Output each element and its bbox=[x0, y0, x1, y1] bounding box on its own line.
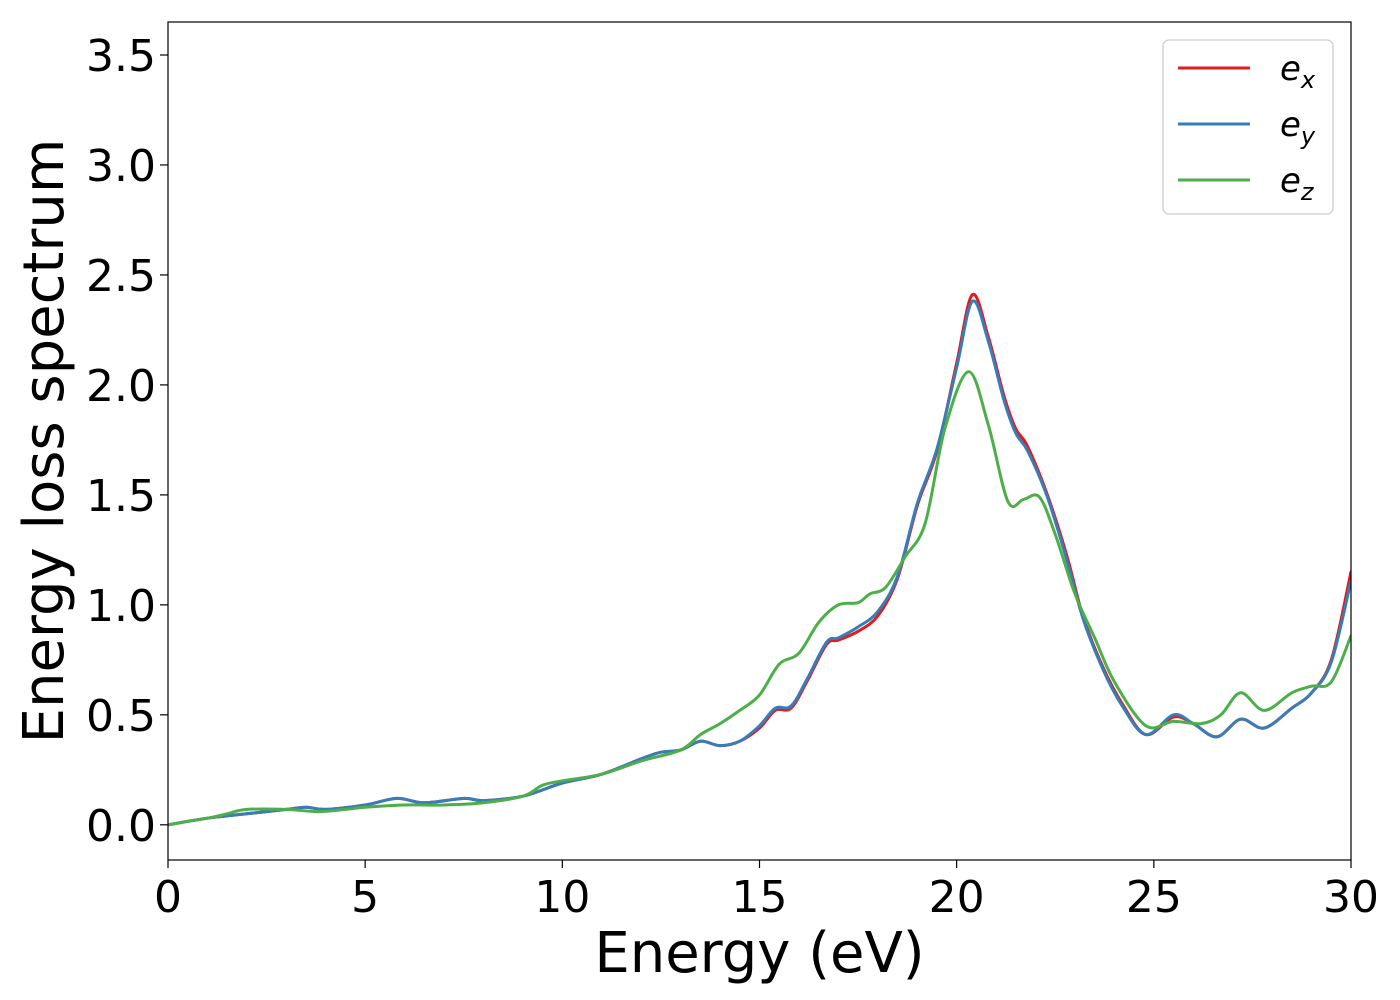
series-line-ez bbox=[168, 370, 1351, 827]
x-tick-label: 5 bbox=[351, 872, 379, 923]
series-line-ey bbox=[168, 299, 1351, 827]
x-tick-label: 0 bbox=[154, 872, 182, 923]
y-axis: 0.0 0.5 1.0 1.5 2.0 2.5 3.0 3.5 bbox=[86, 31, 168, 852]
x-tick-label: 25 bbox=[1126, 872, 1182, 923]
legend-label: ey bbox=[1280, 105, 1316, 150]
series-group bbox=[168, 293, 1351, 827]
legend: ex ey ez bbox=[1162, 39, 1334, 215]
y-tick-label: 3.5 bbox=[86, 31, 156, 82]
y-tick-label: 1.0 bbox=[86, 581, 156, 632]
x-tick-label: 15 bbox=[732, 872, 788, 923]
y-tick-label: 3.0 bbox=[86, 141, 156, 192]
y-axis-title: Energy loss spectrum bbox=[12, 139, 77, 744]
x-tick-label: 30 bbox=[1323, 872, 1379, 923]
y-tick-label: 2.0 bbox=[86, 361, 156, 412]
y-tick-label: 0.0 bbox=[86, 801, 156, 852]
x-axis: 0 5 10 15 20 25 30 bbox=[154, 860, 1379, 923]
legend-label: ez bbox=[1280, 161, 1315, 206]
x-tick-label: 10 bbox=[534, 872, 590, 923]
y-tick-label: 0.5 bbox=[86, 691, 156, 742]
x-axis-title: Energy (eV) bbox=[594, 921, 924, 986]
legend-label: ex bbox=[1280, 49, 1316, 94]
y-tick-label: 1.5 bbox=[86, 471, 156, 522]
x-tick-label: 20 bbox=[929, 872, 985, 923]
legend-box bbox=[1162, 39, 1334, 215]
y-tick-label: 2.5 bbox=[86, 251, 156, 302]
